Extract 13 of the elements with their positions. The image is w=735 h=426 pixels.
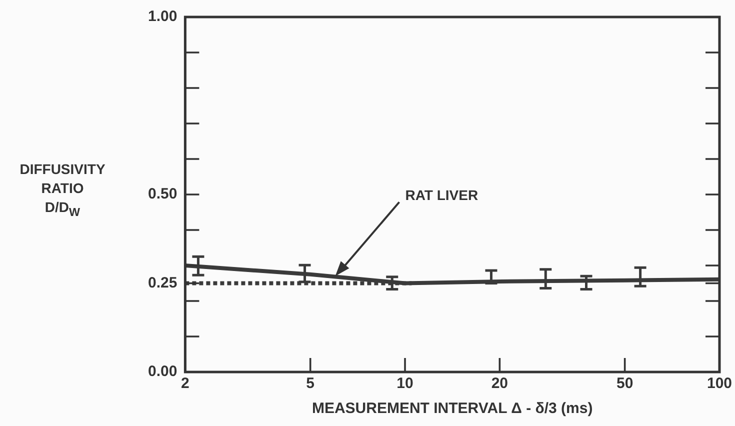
x-tick-label: 50 <box>616 375 634 392</box>
x-axis-title: MEASUREMENT INTERVAL Δ - δ/3 (ms) <box>312 400 593 418</box>
x-tick-label: 10 <box>396 375 414 392</box>
y-tick-label: 1.00 <box>148 8 178 26</box>
y-axis-title: DIFFUSIVITY RATIO D/D$_{W}$ <box>18 160 106 221</box>
y-tick-label: 0.25 <box>148 274 178 292</box>
x-tick-label: 2 <box>181 375 190 392</box>
y-tick-label: 0.00 <box>148 363 178 380</box>
x-tick-label: 20 <box>491 375 508 392</box>
x-tick-label: 5 <box>306 375 315 392</box>
annotation: RAT LIVER <box>405 187 478 204</box>
y-tick-label: 0.50 <box>148 186 178 203</box>
x-tick-label: 100 <box>706 375 732 392</box>
